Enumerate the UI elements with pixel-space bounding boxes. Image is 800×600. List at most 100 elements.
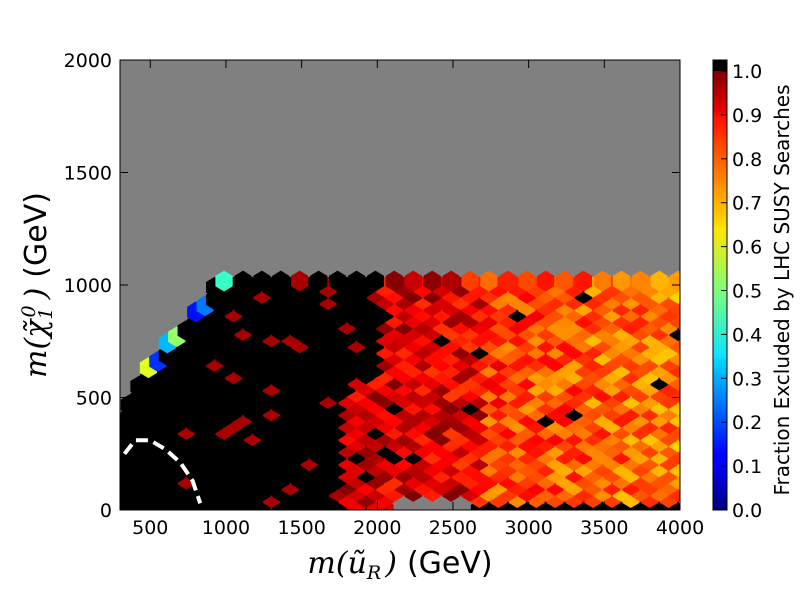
hex-bin bbox=[689, 444, 706, 464]
colorbar-tick-label: 0.0 bbox=[732, 500, 762, 522]
hex-bin bbox=[215, 270, 233, 292]
x-tick-label: 1500 bbox=[277, 517, 325, 539]
hex-bin bbox=[698, 438, 715, 458]
hex-bin bbox=[537, 270, 555, 292]
hex-bin bbox=[689, 308, 706, 328]
hex-bin bbox=[678, 368, 680, 380]
x-tick-label: 2500 bbox=[429, 517, 477, 539]
hex-bin bbox=[698, 302, 715, 322]
hex-bin bbox=[678, 442, 680, 454]
hex-bin bbox=[678, 355, 680, 368]
hex-bin bbox=[698, 364, 715, 384]
hex-bin bbox=[689, 494, 706, 514]
hex-bin bbox=[678, 293, 680, 306]
hex-bin bbox=[347, 270, 366, 292]
hex-bin bbox=[689, 407, 706, 427]
hex-bin bbox=[689, 481, 706, 501]
hex-bin bbox=[678, 454, 680, 467]
hex-bin bbox=[689, 469, 706, 489]
hex-bin bbox=[234, 270, 252, 292]
hex-bin bbox=[698, 327, 715, 347]
hex-bin bbox=[689, 457, 706, 477]
exclusion-contour bbox=[122, 438, 203, 504]
hex-bin bbox=[698, 463, 715, 483]
x-tick-label: 1000 bbox=[202, 517, 250, 539]
hex-bin bbox=[698, 450, 715, 470]
hex-bin bbox=[678, 479, 680, 492]
hex-bin bbox=[574, 270, 593, 292]
hex-bin bbox=[461, 270, 479, 292]
hex-bin bbox=[689, 321, 706, 341]
hex-bin bbox=[689, 395, 706, 415]
hex-bin bbox=[678, 306, 680, 318]
hex-bin bbox=[689, 370, 706, 390]
hex-bin bbox=[689, 271, 706, 291]
hex-bin bbox=[698, 314, 715, 334]
colorbar-tick-label: 0.1 bbox=[732, 456, 762, 478]
hex-bin bbox=[404, 270, 422, 292]
y-tick-label: 500 bbox=[76, 388, 112, 410]
hex-bin bbox=[650, 270, 668, 292]
colorbar-label: Fraction Excluded by LHC SUSY Searches bbox=[770, 84, 794, 495]
hex-bin bbox=[366, 270, 385, 292]
hexbin-layer bbox=[120, 270, 715, 514]
hex-bin bbox=[678, 380, 680, 393]
hex-bin bbox=[328, 270, 347, 292]
hex-bin bbox=[698, 339, 715, 359]
hex-bin bbox=[678, 330, 680, 343]
hex-bin bbox=[678, 467, 680, 479]
x-tick-label: 4000 bbox=[656, 517, 704, 539]
hex-bin bbox=[678, 318, 680, 331]
hex-bin bbox=[272, 270, 290, 292]
hex-bin bbox=[678, 343, 680, 355]
hex-bin bbox=[689, 345, 706, 365]
plot-area bbox=[119, 59, 715, 514]
hex-bin bbox=[678, 392, 680, 405]
hex-bin bbox=[555, 270, 574, 292]
colorbar: 0.0 0.1 0.2 0.3 0.4 0.5 0.6 0.7 0.8 0.9 1.0 Fracti… bbox=[712, 59, 794, 522]
hex-bin bbox=[678, 491, 680, 504]
colorbar-tick-label: 0.7 bbox=[732, 193, 762, 215]
hex-bin bbox=[698, 426, 715, 446]
x-axis-label: m(ũR) (GeV) bbox=[307, 546, 492, 584]
x-axis: 500 1000 1500 2000 2500 3000 3500 4000 bbox=[132, 60, 704, 539]
colorbar-tick-label: 0.6 bbox=[732, 237, 762, 259]
hex-bin bbox=[689, 420, 706, 440]
hex-bin bbox=[689, 382, 706, 402]
hex-bin bbox=[253, 270, 271, 292]
colorbar-tick-label: 0.8 bbox=[732, 149, 762, 171]
hex-bin bbox=[698, 475, 715, 495]
hex-bin bbox=[689, 296, 706, 316]
hex-bin bbox=[423, 270, 441, 292]
hex-bin bbox=[698, 351, 715, 371]
colorbar-tick-label: 0.2 bbox=[732, 412, 762, 434]
hex-bin bbox=[518, 270, 536, 292]
hex-bin bbox=[678, 429, 680, 442]
hex-bin bbox=[309, 270, 328, 292]
hex-bin bbox=[698, 488, 715, 508]
colorbar-ticks: 0.0 0.1 0.2 0.3 0.4 0.5 0.6 0.7 0.8 0.9 1.0 bbox=[721, 61, 762, 522]
colorbar-frame bbox=[712, 59, 728, 511]
colorbar-tick-label: 0.5 bbox=[732, 281, 762, 303]
hex-bin bbox=[499, 270, 517, 292]
hex-bin bbox=[593, 270, 612, 292]
y-axis: 0 500 1000 1500 2000 bbox=[64, 50, 680, 522]
x-tick-label: 3000 bbox=[504, 517, 552, 539]
colorbar-tick-label: 0.9 bbox=[732, 105, 762, 127]
y-tick-label: 0 bbox=[100, 500, 112, 522]
hex-bin bbox=[689, 432, 706, 452]
hex-bin bbox=[480, 270, 498, 292]
hex-bin bbox=[689, 283, 706, 303]
hex-bin bbox=[698, 389, 715, 409]
colorbar-gradient bbox=[713, 71, 727, 510]
colorbar-tick-label: 0.4 bbox=[732, 324, 762, 346]
x-tick-label: 3500 bbox=[580, 517, 628, 539]
hex-bin bbox=[698, 376, 715, 396]
hex-bin bbox=[631, 270, 649, 292]
hex-bin bbox=[698, 401, 715, 421]
hex-bin bbox=[442, 270, 460, 292]
y-tick-label: 2000 bbox=[64, 50, 112, 72]
hex-bin bbox=[689, 333, 706, 353]
hex-bin bbox=[678, 405, 680, 417]
